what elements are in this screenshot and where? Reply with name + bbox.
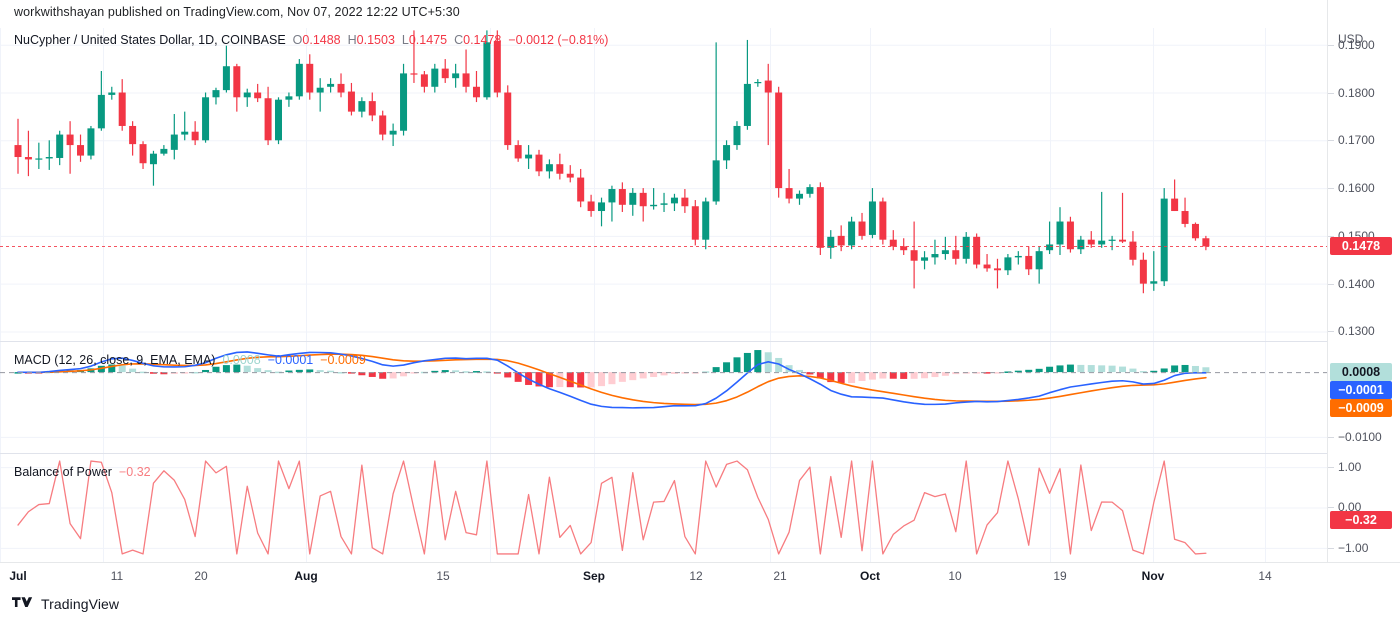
price-axis[interactable]: USD 0.1900 0.1800 0.1700 0.1600 0.1500 0.1400… (1327, 0, 1400, 562)
published-header: workwithshayan published on TradingView.… (14, 5, 460, 19)
chart-canvas (0, 28, 1328, 562)
macd-signal-value: −0.0009 (320, 353, 366, 367)
time-axis-label: Jul (9, 569, 27, 583)
time-axis-label: Oct (859, 569, 881, 583)
pane-separator-price-macd (0, 341, 1400, 342)
price-axis-tick-mark (1328, 188, 1334, 190)
bop-axis-tick-mark (1328, 507, 1334, 509)
price-axis-tick-label: 0.1800 (1338, 85, 1375, 100)
price-axis-tick-mark (1328, 140, 1334, 142)
time-axis-label: Aug (294, 569, 318, 583)
price-axis-tick-label: 0.1300 (1338, 324, 1375, 339)
symbol-interval[interactable]: 1D (198, 33, 215, 47)
bop-value: −0.32 (118, 465, 151, 479)
chart-plot-area[interactable] (0, 28, 1328, 562)
ohlc-close-label: C (454, 33, 464, 47)
bop-axis-tick-label: 1.00 (1338, 460, 1362, 475)
ohlc-low-label: L (401, 33, 409, 47)
time-axis-label: 12 (689, 569, 703, 583)
ohlc-low-value: 0.1475 (408, 33, 448, 47)
time-axis-label: 20 (194, 569, 208, 583)
macd-legend-title[interactable]: MACD (12, 26, close, 9, EMA, EMA) (14, 353, 216, 367)
macd-hist-value: 0.0008 (222, 353, 261, 367)
bop-axis-tick-mark (1328, 547, 1334, 549)
macd-axis-badge: −0.0001 (1330, 381, 1392, 400)
legend-comma-2: , (214, 33, 222, 47)
ohlc-open-value: 0.1488 (302, 33, 341, 47)
time-axis[interactable]: Jul 11 20 Aug 15 Sep 12 21 Oct 10 19 Nov 14 (0, 562, 1400, 589)
bop-legend[interactable]: Balance of Power −0.32 (14, 465, 151, 479)
footer-brand: TradingView (41, 596, 120, 612)
legend-comma-1: , (191, 33, 199, 47)
price-axis-unit: USD (1338, 32, 1364, 46)
time-axis-label: 14 (1258, 569, 1272, 583)
time-axis-label: Nov (1141, 569, 1165, 583)
price-axis-tick-label: 0.1600 (1338, 181, 1375, 196)
time-axis-label: 21 (773, 569, 787, 583)
ohlc-high-value: 0.1503 (356, 33, 395, 47)
time-axis-label: 19 (1053, 569, 1067, 583)
macd-axis-badge: −0.0009 (1330, 399, 1392, 418)
price-axis-tick-mark (1328, 283, 1334, 285)
time-axis-label: 10 (948, 569, 962, 583)
macd-axis-tick-label: −0.0100 (1338, 429, 1382, 444)
price-axis-tick-mark (1328, 92, 1334, 94)
tradingview-logo-icon (12, 597, 33, 608)
bop-axis-tick-mark (1328, 467, 1334, 469)
price-axis-tick-label: 0.1400 (1338, 276, 1375, 291)
macd-axis-tick-mark (1328, 436, 1334, 438)
time-axis-label: Sep (582, 569, 606, 583)
ohlc-change: −0.0012 (−0.81%) (508, 33, 609, 47)
last-price-badge: 0.1478 (1330, 237, 1392, 256)
bop-axis-tick-label: −1.00 (1338, 540, 1369, 555)
ohlc-open-label: O (292, 33, 303, 47)
symbol-name[interactable]: NuCypher / United States Dollar (14, 33, 192, 47)
current-price-line (0, 246, 1328, 248)
time-axis-label: 15 (436, 569, 450, 583)
price-axis-tick-label: 0.1700 (1338, 133, 1375, 148)
ohlc-high-label: H (347, 33, 357, 47)
price-axis-tick-mark (1328, 44, 1334, 46)
macd-legend[interactable]: MACD (12, 26, close, 9, EMA, EMA) 0.0008−… (14, 353, 366, 367)
ohlc-close-value: 0.1478 (463, 33, 502, 47)
price-axis-tick-mark (1328, 235, 1334, 237)
symbol-exchange[interactable]: COINBASE (221, 33, 286, 47)
macd-axis-badge: 0.0008 (1330, 363, 1392, 382)
bop-legend-title[interactable]: Balance of Power (14, 465, 112, 479)
symbol-legend[interactable]: NuCypher / United States Dollar, 1D, COI… (14, 33, 608, 47)
bop-axis-tick-label: 0.00 (1338, 500, 1362, 515)
time-axis-label: 11 (110, 569, 124, 583)
footer: TradingView (12, 596, 119, 612)
bop-last-badge: −0.32 (1330, 511, 1392, 530)
price-axis-tick-mark (1328, 331, 1334, 333)
price-axis-tick-label: 0.1900 (1338, 37, 1375, 52)
pane-separator-macd-bop (0, 453, 1400, 454)
macd-line-value: −0.0001 (267, 353, 314, 367)
